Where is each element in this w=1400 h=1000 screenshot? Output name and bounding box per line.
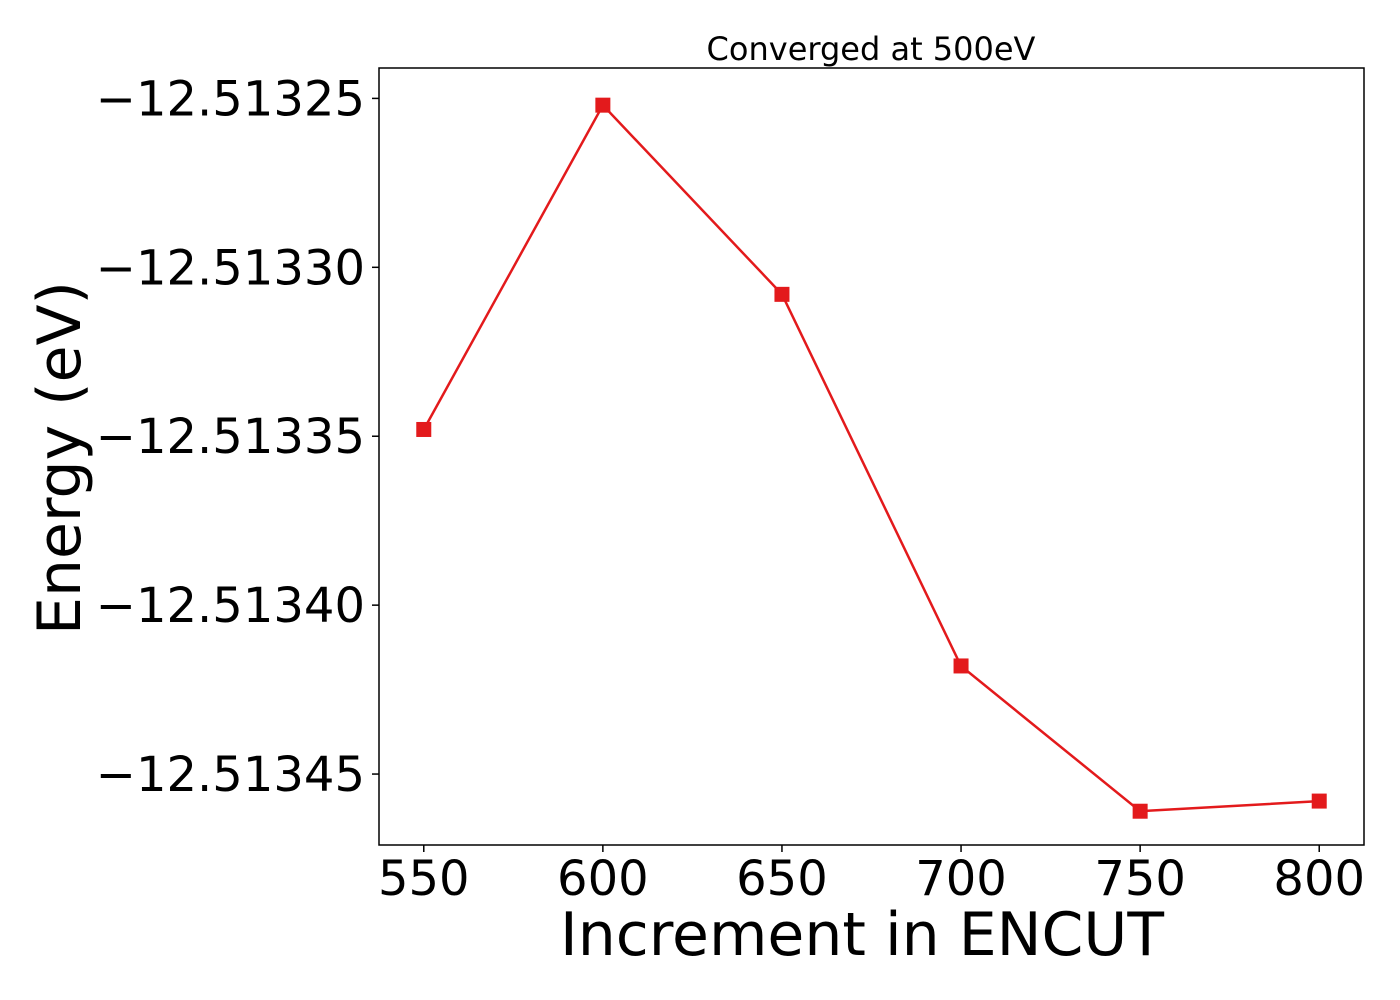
- y-tick-label: −12.51335: [96, 409, 365, 465]
- x-tick-label: 800: [1273, 851, 1365, 907]
- data-point-marker: [416, 421, 432, 437]
- plot-area-frame: [378, 67, 1365, 846]
- y-tick-label: −12.51340: [96, 578, 365, 634]
- data-point-marker: [595, 97, 611, 113]
- chart-title: Converged at 500eV: [707, 30, 1036, 68]
- series-line: [422, 103, 1320, 813]
- x-axis-label: Increment in ENCUT: [560, 900, 1164, 970]
- series-layer: [416, 97, 1327, 819]
- data-point-marker: [953, 658, 969, 674]
- data-point-marker: [1132, 803, 1148, 819]
- x-tick-label: 600: [557, 851, 649, 907]
- y-axis-label: Energy (eV): [25, 281, 95, 635]
- x-axis: 550 600 650 700 750 800: [378, 845, 1365, 907]
- x-tick-label: 650: [736, 851, 828, 907]
- y-axis: −12.51325 −12.51330 −12.51335 −12.51340 −12.…: [96, 71, 379, 803]
- x-tick-label: 550: [378, 851, 470, 907]
- data-point-marker: [774, 286, 790, 302]
- y-tick-label: −12.51345: [96, 747, 365, 803]
- data-point-marker: [1311, 793, 1327, 809]
- y-tick-label: −12.51325: [96, 71, 365, 127]
- x-tick-label: 750: [1094, 851, 1186, 907]
- x-tick-label: 700: [915, 851, 1007, 907]
- y-tick-label: −12.51330: [96, 240, 365, 296]
